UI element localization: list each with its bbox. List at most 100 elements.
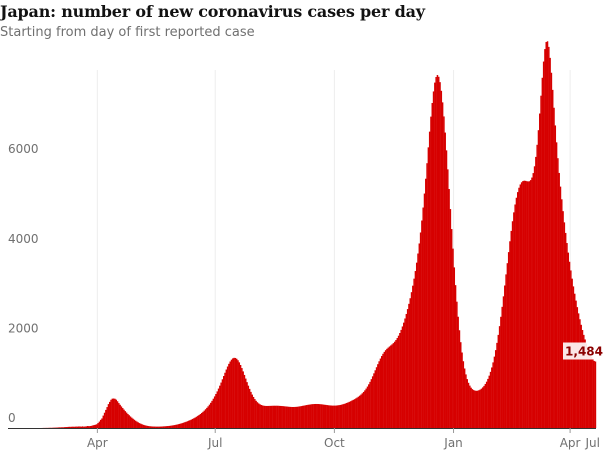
bar [143,425,146,428]
bar [207,406,209,428]
bar [415,262,418,428]
bar [120,406,123,428]
bar [248,388,251,428]
bar [303,405,305,428]
bar [498,326,501,428]
bar [88,426,90,428]
bar [513,212,515,428]
bar [334,405,336,428]
bar [272,405,274,428]
bar [427,147,430,428]
bar [176,424,178,428]
y-tick-label: 2000 [8,321,39,335]
bar [511,221,514,428]
bar [435,77,437,428]
bar [462,361,465,428]
bar [134,420,137,428]
bar [304,405,307,428]
bar [343,403,345,428]
x-tick-label: Apr [87,436,108,450]
bar [327,405,330,428]
bar [549,57,551,429]
bar [305,405,308,428]
bar [520,182,523,428]
bar [169,425,172,428]
bar [74,426,76,428]
bar [57,427,59,428]
bar [202,411,204,428]
bar [566,243,568,428]
bar [351,400,353,428]
bar [168,425,171,428]
bar [371,376,374,428]
bar [456,301,458,428]
bar [559,186,562,428]
bar [234,357,237,428]
bar [162,426,164,428]
x-tick-label: Jul [207,436,222,450]
bar [497,334,500,428]
bar [313,404,316,428]
bar [585,343,588,428]
bar [185,421,187,428]
bar [274,405,277,428]
bar [555,142,558,428]
bar [314,403,317,428]
bar [278,405,281,428]
bar [434,82,436,428]
bar [523,180,525,428]
bar [210,402,212,428]
bar [399,333,401,428]
bar [506,263,509,428]
bar [233,357,235,428]
bar [331,405,334,428]
bar [387,347,389,428]
bar [98,421,101,428]
bar [109,401,111,428]
bar [309,404,312,428]
bar [256,402,259,428]
bar [215,393,217,428]
bar [147,426,150,428]
bar [590,356,593,428]
bar [238,362,241,428]
bar [151,426,154,428]
bar [443,116,445,429]
bar [386,348,388,428]
bar [76,426,79,428]
bar [412,285,414,428]
bar [87,426,89,428]
bar [269,405,272,428]
bar [504,285,506,428]
latest-value-callout: 1,484 [563,342,604,360]
grid-lines [96,70,571,428]
bar [299,406,301,428]
bar [419,232,422,428]
bar [358,395,361,428]
bar [329,405,331,428]
bar [167,426,169,428]
bar [441,102,444,428]
bar [391,344,393,428]
bar [390,345,392,428]
bar [551,89,554,428]
bar [422,207,424,428]
y-tick-label: 4000 [8,232,39,246]
bar [142,424,145,428]
bar [138,423,141,428]
bar [514,204,516,428]
bar [247,385,250,428]
bar [153,426,155,428]
bar [522,181,524,428]
bar [243,374,246,428]
bar [519,184,522,428]
bar [70,426,72,428]
bar [189,420,191,428]
bar [466,379,468,428]
bar [325,404,327,428]
bar [454,285,457,428]
bar [580,324,582,428]
bar [463,368,466,428]
bar [432,91,435,428]
